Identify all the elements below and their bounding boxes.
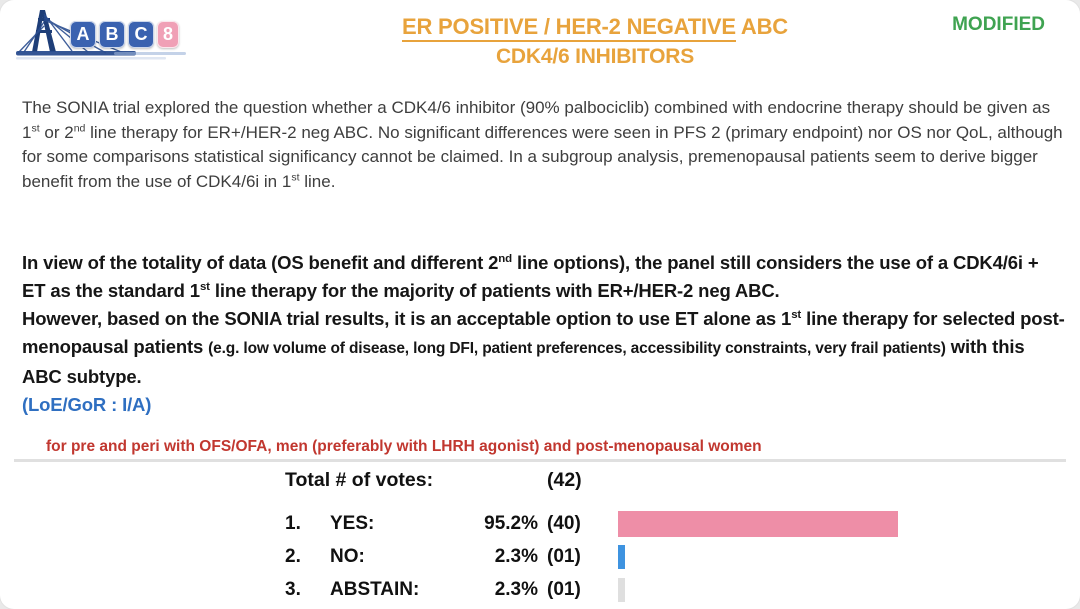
consensus-text: line therapy for the majority of patient…: [209, 280, 780, 301]
consensus-text: In view of the totality of data (OS bene…: [22, 252, 499, 273]
logo-letter: A: [76, 24, 90, 44]
title-rest: ABC: [735, 14, 788, 39]
vote-row-number: 1.: [285, 513, 301, 534]
vote-row-label: NO:: [330, 546, 365, 567]
title-line-2: CDK4/6 INHIBITORS: [495, 45, 695, 68]
vote-row-number: 2.: [285, 546, 301, 567]
logo-letter: 8: [162, 24, 173, 44]
loe-gor-label: (LoE/GoR : I/A): [22, 394, 152, 415]
intro-paragraph: The SONIA trial explored the question wh…: [22, 96, 1066, 194]
consensus-example-text: (e.g. low volume of disease, long DFI, p…: [208, 340, 946, 357]
title-line-1: ER POSITIVE / HER-2 NEGATIVE ABC: [180, 12, 1010, 42]
vote-row-abstain: 3. ABSTAIN: 2.3% (01): [285, 577, 1080, 603]
divider-line: [14, 459, 1066, 462]
logo-tile-8: 8: [157, 21, 179, 48]
vote-row-count: (40): [547, 513, 581, 534]
consensus-paragraph-1: In view of the totality of data (OS bene…: [22, 249, 1066, 305]
intro-text: The SONIA trial explored the question wh…: [22, 98, 1051, 142]
vote-row-percent: 95.2%: [484, 513, 538, 534]
consensus-text: line options), the panel still considers…: [22, 252, 1039, 301]
vote-row-percent: 2.3%: [494, 546, 538, 567]
total-votes-label: Total # of votes:: [285, 468, 434, 491]
superscript: st: [791, 308, 802, 321]
total-votes-count: (42): [547, 468, 582, 491]
vote-bar-cell: [600, 544, 1080, 570]
consensus-text: However, based on the SONIA trial result…: [22, 308, 792, 329]
superscript: st: [31, 121, 40, 134]
vote-bar-no: [618, 545, 625, 569]
consensus-paragraph-2: However, based on the SONIA trial result…: [22, 305, 1066, 391]
vote-row-number: 3.: [285, 579, 301, 600]
vote-row-label: ABSTAIN:: [330, 579, 420, 600]
vote-bar-yes: [618, 511, 898, 537]
vote-row-count: (01): [547, 546, 581, 567]
vote-row-count: (01): [547, 579, 581, 600]
logo-tile-a: A: [70, 21, 96, 48]
title-underlined-part: ER POSITIVE / HER-2 NEGATIVE: [401, 14, 736, 42]
intro-text: or 2: [39, 122, 74, 142]
modified-badge: MODIFIED: [952, 14, 1045, 35]
superscript: nd: [498, 252, 513, 265]
vote-bar-cell: [600, 511, 1080, 537]
vote-row-yes: 1. YES: 95.2% (40): [285, 511, 1080, 537]
vote-row-label: YES:: [330, 513, 375, 534]
intro-text: line therapy for ER+/HER-2 neg ABC. No s…: [22, 122, 1063, 191]
vote-bar-cell: [600, 577, 1080, 603]
logo-tile-b: B: [99, 21, 125, 48]
vote-row-percent: 2.3%: [494, 579, 538, 600]
consensus-text: line therapy for selected post-menopausa…: [22, 308, 1065, 357]
logo-letter: B: [105, 24, 119, 44]
consensus-text: with this ABC subtype.: [22, 336, 1025, 387]
superscript: nd: [73, 121, 86, 134]
logo-tile-c: C: [128, 21, 154, 48]
intro-text: line.: [299, 171, 336, 191]
logo-letter: C: [134, 24, 148, 44]
applicability-note: for pre and peri with OFS/OFA, men (pref…: [46, 438, 762, 455]
superscript: st: [291, 170, 300, 183]
total-votes-row: Total # of votes: (42): [285, 467, 1080, 493]
abc8-logo: A B C 8: [14, 6, 189, 70]
vote-row-no: 2. NO: 2.3% (01): [285, 544, 1080, 570]
voting-results: Total # of votes: (42) 1. YES: 95.2% (40…: [285, 467, 1080, 609]
vote-bar-abstain: [618, 578, 625, 602]
consensus-statement: In view of the totality of data (OS bene…: [22, 249, 1066, 419]
slide-title: ER POSITIVE / HER-2 NEGATIVE ABC CDK4/6 …: [180, 12, 1010, 72]
logo-tiles: A B C 8: [70, 21, 179, 48]
superscript: st: [199, 280, 210, 293]
